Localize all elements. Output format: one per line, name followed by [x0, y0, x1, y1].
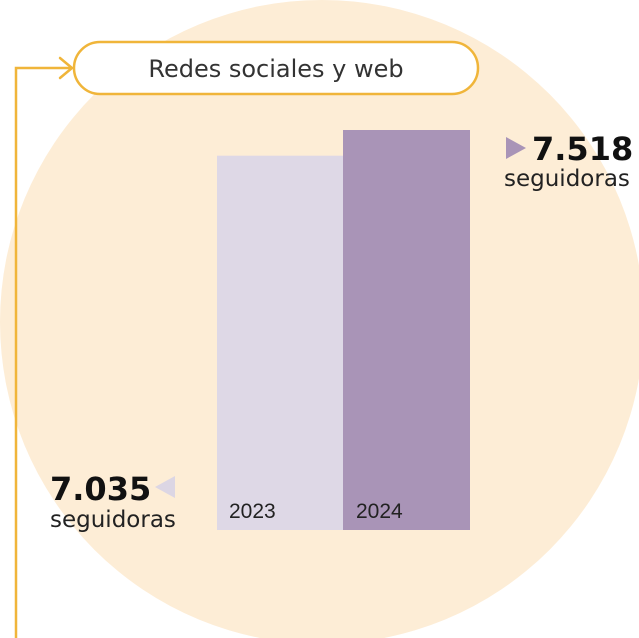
data-label-unit-2023: seguidoras — [50, 507, 176, 533]
arrow-head-icon — [58, 56, 74, 80]
data-label-value-2023: 7.035 — [50, 470, 151, 508]
bar-group — [217, 130, 470, 531]
tick-label-2023: 2023 — [229, 500, 276, 523]
tick-label-2024: 2024 — [356, 500, 403, 523]
data-label-value-2024: 7.518 — [532, 130, 633, 168]
bar-2024 — [343, 130, 470, 530]
bar-2023 — [217, 155, 344, 531]
triangle-left-icon — [155, 476, 175, 498]
data-label-unit-2024: seguidoras — [504, 166, 630, 192]
section-title-pill — [72, 40, 480, 96]
connector-arrow-line — [14, 66, 72, 638]
triangle-right-icon — [506, 137, 526, 159]
section-title: Redes sociales y web — [148, 55, 403, 83]
